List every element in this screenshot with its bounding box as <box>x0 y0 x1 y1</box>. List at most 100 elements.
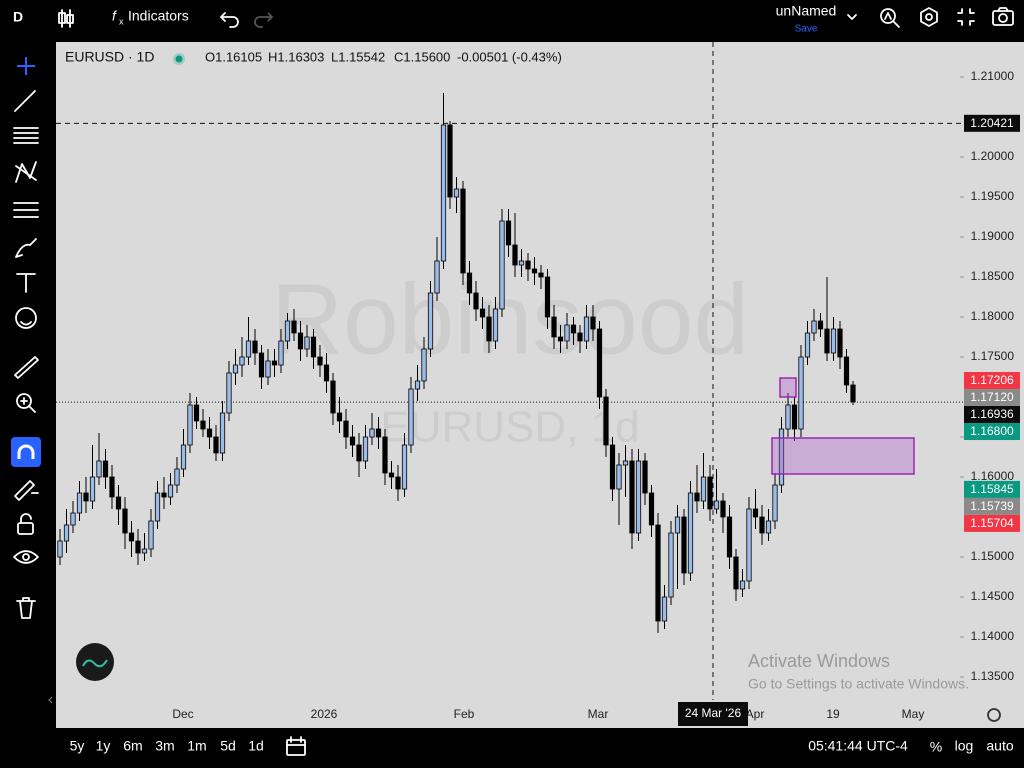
candle-body <box>375 428 382 438</box>
candle-body <box>824 328 830 354</box>
candle-body <box>395 476 401 490</box>
candle-body <box>739 580 746 590</box>
fx-icon[interactable]: x <box>119 16 124 26</box>
fullscreen-button[interactable] <box>957 8 975 26</box>
forecast-tool[interactable] <box>13 202 39 218</box>
candle-body <box>388 472 395 478</box>
lock-tool[interactable] <box>20 513 32 524</box>
y-tick-label: 1.13500 <box>971 669 1015 683</box>
candle-body <box>707 476 713 510</box>
axis-settings[interactable] <box>987 708 1001 722</box>
collapse-toolbar[interactable] <box>48 696 53 704</box>
timeframe-button[interactable]: 1d <box>248 738 264 754</box>
timeframe-button[interactable]: 1y <box>96 738 111 754</box>
timeframe-button[interactable]: 5y <box>70 738 85 754</box>
icon-tool[interactable] <box>15 307 37 329</box>
candle-body <box>323 364 330 382</box>
trendline-tool[interactable] <box>14 90 36 112</box>
save-button[interactable]: Save <box>795 24 818 35</box>
candle-body <box>187 404 193 446</box>
price-label-badge <box>964 372 1020 390</box>
candle-body <box>174 468 180 486</box>
layout-name[interactable]: unNamed <box>776 3 837 19</box>
candle-body <box>63 524 70 542</box>
candle-body <box>577 332 583 342</box>
candle-body <box>369 428 375 438</box>
candle-body <box>486 316 492 342</box>
candle-body <box>434 260 440 294</box>
brush-tool[interactable] <box>15 238 37 258</box>
timeframe-button[interactable]: 6m <box>123 738 142 754</box>
rectangle-drawing[interactable] <box>779 377 797 398</box>
replay-button[interactable] <box>880 8 900 28</box>
activation-text: Go to Settings to activate Windows. <box>748 676 969 692</box>
stay-drawing-tool[interactable] <box>14 480 39 501</box>
timeframe-button[interactable]: 1m <box>187 738 206 754</box>
snapshot-button[interactable] <box>992 7 1014 26</box>
candle-body <box>713 500 720 510</box>
candle-body <box>609 444 616 490</box>
crosshair-date: 24 Mar '26 <box>685 706 742 720</box>
candle-body <box>252 340 258 354</box>
timeframe-button[interactable]: 3m <box>155 738 174 754</box>
timeframe-button[interactable]: 5d <box>220 738 236 754</box>
log-toggle[interactable]: log <box>955 738 974 754</box>
clock[interactable]: 05:41:44 UTC-4 <box>808 738 908 754</box>
candle-body <box>447 124 453 198</box>
rectangle-drawing[interactable] <box>771 437 915 475</box>
chart-type-button[interactable] <box>58 9 74 28</box>
auto-toggle[interactable]: auto <box>986 738 1013 754</box>
candle-body <box>791 404 798 430</box>
hide-tool[interactable] <box>13 550 39 564</box>
delete-tool[interactable] <box>16 597 36 619</box>
date-range-button[interactable] <box>286 736 306 756</box>
candle-body <box>700 476 707 502</box>
candle-body <box>759 516 765 534</box>
candle-body <box>642 460 648 494</box>
undo-button[interactable] <box>220 12 239 28</box>
candle-body <box>89 476 96 502</box>
layout-menu[interactable] <box>847 14 857 20</box>
candle-body <box>382 436 388 474</box>
x-tick-label: Feb <box>454 707 475 721</box>
y-tick-label: 1.17500 <box>971 349 1015 363</box>
candle-body <box>310 336 317 358</box>
candle-body <box>505 220 512 246</box>
hide-tool[interactable] <box>22 553 30 561</box>
y-tick-label: 1.19500 <box>971 189 1015 203</box>
candle-body <box>479 308 486 318</box>
candle-body <box>219 412 226 454</box>
candle-body <box>96 460 102 478</box>
candle-body <box>837 328 843 358</box>
app-logo[interactable] <box>82 659 108 668</box>
fib-tool[interactable] <box>13 127 39 144</box>
y-tick-label: 1.14000 <box>971 629 1015 643</box>
candle-body <box>772 484 778 522</box>
crosshair-tool[interactable] <box>17 57 35 75</box>
indicators-button[interactable]: Indicators <box>128 8 189 24</box>
candle-body <box>135 540 141 554</box>
zoom-tool[interactable] <box>16 393 32 409</box>
symbol-title[interactable]: EURUSD · 1D <box>65 49 154 65</box>
settings-button[interactable] <box>920 7 938 27</box>
candle-body <box>414 380 421 390</box>
icon-tool[interactable] <box>20 321 32 326</box>
watermark-symbol: EURUSD, 1d <box>380 403 639 452</box>
logo[interactable]: D <box>13 9 23 25</box>
magnet-tool[interactable] <box>17 444 35 459</box>
app-logo[interactable] <box>76 643 114 681</box>
settings-button[interactable] <box>925 13 933 21</box>
candle-body <box>629 460 635 534</box>
measure-tool[interactable] <box>14 356 39 379</box>
magnet-tool[interactable] <box>11 437 41 467</box>
redo-button[interactable] <box>254 12 274 28</box>
fx-icon[interactable]: f <box>112 8 118 24</box>
candle-body <box>401 444 408 490</box>
text-tool[interactable] <box>16 273 36 293</box>
candle-body <box>265 360 271 378</box>
pattern-tool[interactable] <box>15 161 37 183</box>
zoom-tool[interactable] <box>20 397 36 413</box>
lock-tool[interactable] <box>17 522 34 535</box>
percent-toggle[interactable]: % <box>930 739 942 755</box>
ohlc-legend: O1.16105 H1.16303 L1.15542 C1.15600 -0.00501… <box>205 49 562 64</box>
